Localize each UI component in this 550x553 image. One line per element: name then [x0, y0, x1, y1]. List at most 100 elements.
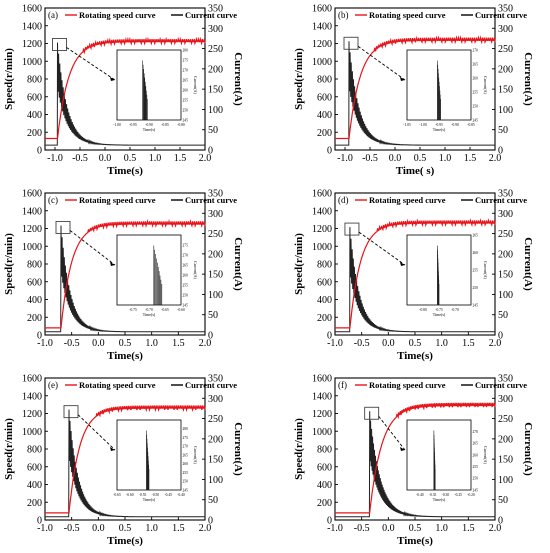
inset-x-tick-label: -0.40 — [416, 493, 424, 497]
y-tick-label: 1200 — [312, 409, 332, 420]
y2-tick-label: 0 — [498, 146, 503, 157]
x-axis-label: Time(s) — [107, 535, 143, 547]
inset-x-label: Time(s) — [433, 497, 446, 502]
inset-y-label: Current(A) — [193, 76, 198, 94]
y-tick-label: 1200 — [312, 39, 332, 50]
inset-y-tick-label: 275 — [183, 436, 189, 440]
zoom-connector — [69, 230, 116, 266]
y2-tick-label: 100 — [498, 105, 513, 116]
inset-y-tick-label: 255 — [473, 90, 479, 94]
y2-tick-label: 150 — [208, 85, 223, 96]
inset-y-tick-label: 265 — [473, 62, 479, 66]
inset-x-tick-label: -0.85 — [161, 123, 169, 127]
y-tick-label: 1000 — [312, 427, 332, 438]
y2-tick-label: 0 — [498, 516, 503, 527]
y-tick-label: 800 — [317, 75, 332, 86]
inset-x-label: Time(s) — [143, 127, 156, 132]
y2-axis-label: Current(A) — [522, 52, 534, 106]
inset-y-tick-label: 275 — [183, 243, 189, 247]
inset-x-tick-label: -0.45 — [164, 493, 172, 497]
x-tick-label: 1.5 — [172, 338, 185, 349]
y2-tick-label: 200 — [498, 64, 513, 75]
x-tick-label: 1.0 — [435, 338, 448, 349]
x-tick-label: 2.0 — [489, 153, 502, 164]
inset-x-tick-label: -0.25 — [454, 493, 462, 497]
inset-x-label: Time(s) — [143, 497, 156, 502]
y-tick-label: 400 — [27, 295, 42, 306]
y2-axis-label: Current(A) — [232, 237, 244, 291]
speed-curve — [335, 218, 496, 329]
y2-tick-label: 50 — [208, 495, 218, 506]
x-tick-label: -1.0 — [37, 523, 53, 534]
y-tick-label: 200 — [317, 498, 332, 509]
y2-axis-label: Current(A) — [522, 237, 534, 291]
y-tick-label: 1200 — [312, 224, 332, 235]
zoom-connector — [77, 414, 116, 451]
x-tick-label: -1.0 — [37, 338, 53, 349]
y2-tick-label: 150 — [498, 455, 513, 466]
y2-tick-label: 300 — [208, 209, 223, 220]
inset-y-tick-label: 260 — [473, 76, 479, 80]
inset-x-tick-label: -0.95 — [129, 123, 137, 127]
y-axis-label: Speed(r/min) — [293, 233, 305, 295]
chart-panel-6: 0 200 400 600 800 1000 1200 1400 1600 0 50 100 150 20… — [293, 374, 534, 548]
panel-label: (a) — [48, 10, 58, 20]
inset-y-tick-label: 265 — [473, 442, 479, 446]
x-tick-label: 0.5 — [119, 338, 132, 349]
inset-y-tick-label: 250 — [473, 286, 479, 290]
inset-x-label: Time(s) — [143, 312, 156, 317]
legend-speed-label: Rotating speed curve — [79, 195, 156, 205]
panel-label: (c) — [48, 195, 58, 205]
y-tick-label: 400 — [317, 295, 332, 306]
y2-tick-label: 350 — [208, 189, 223, 200]
speed-curve — [45, 36, 206, 140]
x-tick-label: 1.0 — [149, 153, 162, 164]
inset-y-tick-label: 270 — [183, 445, 189, 449]
y2-tick-label: 350 — [498, 4, 513, 15]
x-tick-label: 2.0 — [199, 153, 212, 164]
y2-tick-label: 350 — [498, 374, 513, 385]
zoom-box — [343, 36, 359, 50]
y-tick-label: 1000 — [22, 57, 42, 68]
x-tick-label: -0.5 — [354, 523, 370, 534]
inset-x-tick-label: -0.80 — [419, 308, 427, 312]
y2-tick-label: 100 — [208, 290, 223, 301]
zoom-box — [63, 405, 79, 419]
y2-tick-label: 0 — [208, 331, 213, 342]
chart-panel-3: 0 200 400 600 800 1000 1200 1400 1600 0 50 100 150 20… — [3, 189, 244, 363]
y2-tick-label: 250 — [498, 44, 513, 55]
current-curve — [45, 225, 205, 333]
inset-x-tick-label: -0.60 — [126, 493, 134, 497]
y2-tick-label: 200 — [208, 64, 223, 75]
inset-y-tick-label: 245 — [183, 118, 189, 122]
y-tick-label: 200 — [317, 313, 332, 324]
x-tick-label: 0.5 — [409, 338, 422, 349]
y-tick-label: 1600 — [312, 189, 332, 200]
panel-label: (d) — [338, 195, 349, 205]
x-tick-label: 1.0 — [439, 153, 452, 164]
y2-tick-label: 350 — [208, 4, 223, 15]
inset-y-tick-label: 250 — [183, 108, 189, 112]
x-tick-label: 1.5 — [464, 153, 477, 164]
inset-y-tick-label: 275 — [183, 58, 189, 62]
y2-tick-label: 250 — [498, 414, 513, 425]
inset-x-tick-label: -0.50 — [152, 493, 160, 497]
y2-tick-label: 300 — [498, 209, 513, 220]
y2-tick-label: 300 — [498, 24, 513, 35]
inset-frame — [406, 419, 472, 491]
x-tick-label: -0.5 — [354, 338, 370, 349]
y-tick-label: 1200 — [22, 409, 42, 420]
y2-tick-label: 250 — [498, 229, 513, 240]
inset-x-tick-label: -0.90 — [451, 123, 459, 127]
inset-x-tick-label: -0.75 — [435, 308, 443, 312]
x-axis-label: Time(s) — [107, 350, 143, 362]
x-tick-label: -0.5 — [362, 153, 378, 164]
y-tick-label: 600 — [317, 277, 332, 288]
inset-y-tick-label: 245 — [473, 488, 479, 492]
y2-tick-label: 50 — [498, 495, 508, 506]
y2-tick-label: 350 — [208, 374, 223, 385]
y2-tick-label: 250 — [208, 229, 223, 240]
x-tick-label: 0.5 — [119, 523, 132, 534]
y-tick-label: 1200 — [22, 39, 42, 50]
